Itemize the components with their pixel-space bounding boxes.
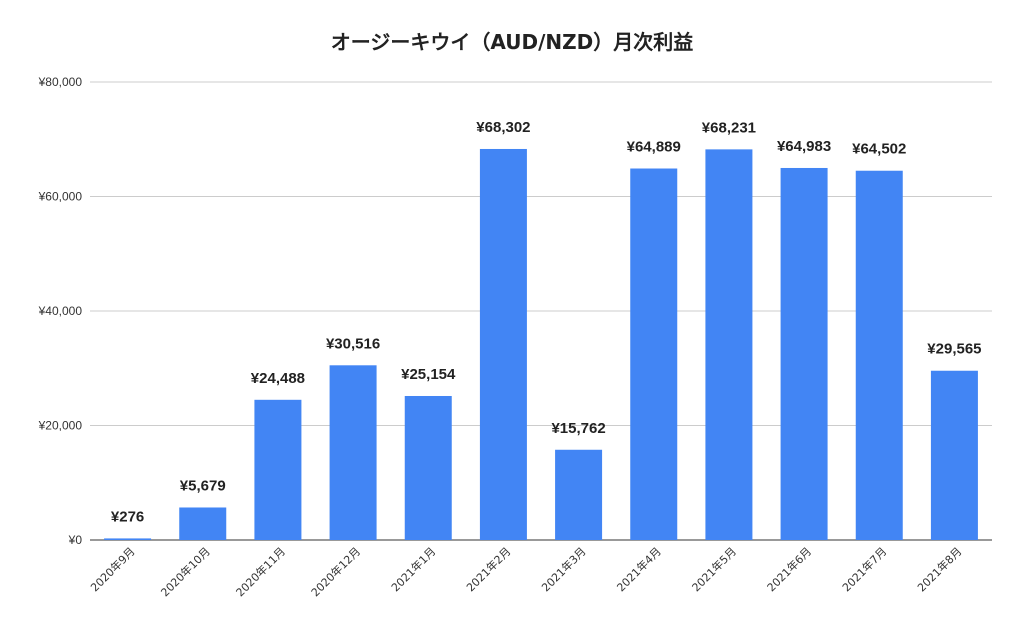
data-label: ¥29,565 (927, 341, 981, 358)
x-tick-label: 2021年8月 (914, 544, 964, 594)
x-tick-label: 2020年11月 (233, 544, 288, 599)
bar (179, 507, 227, 540)
bar (930, 370, 978, 540)
data-label: ¥24,488 (251, 370, 305, 387)
data-label: ¥64,889 (627, 139, 681, 156)
bar (855, 170, 903, 540)
bar (404, 395, 452, 540)
x-tick-label: 2021年4月 (614, 544, 664, 594)
chart-title: オージーキウイ（AUD/NZD）月次利益 (330, 30, 694, 54)
x-tick-label: 2021年6月 (764, 544, 814, 594)
x-axis-ticks: 2020年9月 2020年10月 2020年11月 2020年12月 2021年1月 20… (88, 544, 965, 599)
data-label: ¥30,516 (326, 335, 380, 352)
bars (104, 148, 978, 541)
bar (555, 449, 603, 540)
y-tick-label: ¥20,000 (38, 419, 83, 433)
bar (104, 538, 152, 540)
x-tick-label: 2020年10月 (158, 544, 213, 599)
data-label: ¥15,762 (551, 420, 605, 437)
data-label: ¥68,231 (702, 119, 756, 136)
x-tick-label: 2021年3月 (539, 544, 589, 594)
x-tick-label: 2021年2月 (463, 544, 513, 594)
x-tick-label: 2021年7月 (839, 544, 889, 594)
bar (630, 168, 678, 540)
data-label: ¥25,154 (401, 366, 456, 383)
x-tick-label: 2020年12月 (308, 544, 363, 599)
bar (780, 167, 828, 540)
data-labels: ¥276 ¥5,679 ¥24,488 ¥30,516 ¥25,154 ¥68,302 ¥1… (111, 119, 982, 525)
y-tick-label: ¥80,000 (38, 75, 83, 89)
x-tick-label: 2021年1月 (388, 544, 438, 594)
data-label: ¥68,302 (476, 119, 530, 136)
y-tick-label: ¥0 (68, 533, 83, 547)
data-label: ¥64,502 (852, 141, 906, 158)
bar (254, 399, 302, 540)
y-tick-label: ¥40,000 (38, 304, 83, 318)
x-tick-label: 2021年5月 (689, 544, 739, 594)
bar (329, 365, 377, 540)
x-tick-label: 2020年9月 (88, 544, 138, 594)
gridlines (90, 81, 992, 541)
data-label: ¥64,983 (777, 138, 831, 155)
bar (479, 148, 527, 540)
y-tick-label: ¥60,000 (38, 190, 83, 204)
bar (705, 149, 753, 541)
y-axis-ticks: ¥0 ¥20,000 ¥40,000 ¥60,000 ¥80,000 (38, 75, 83, 547)
data-label: ¥276 (111, 508, 144, 525)
data-label: ¥5,679 (180, 477, 226, 494)
